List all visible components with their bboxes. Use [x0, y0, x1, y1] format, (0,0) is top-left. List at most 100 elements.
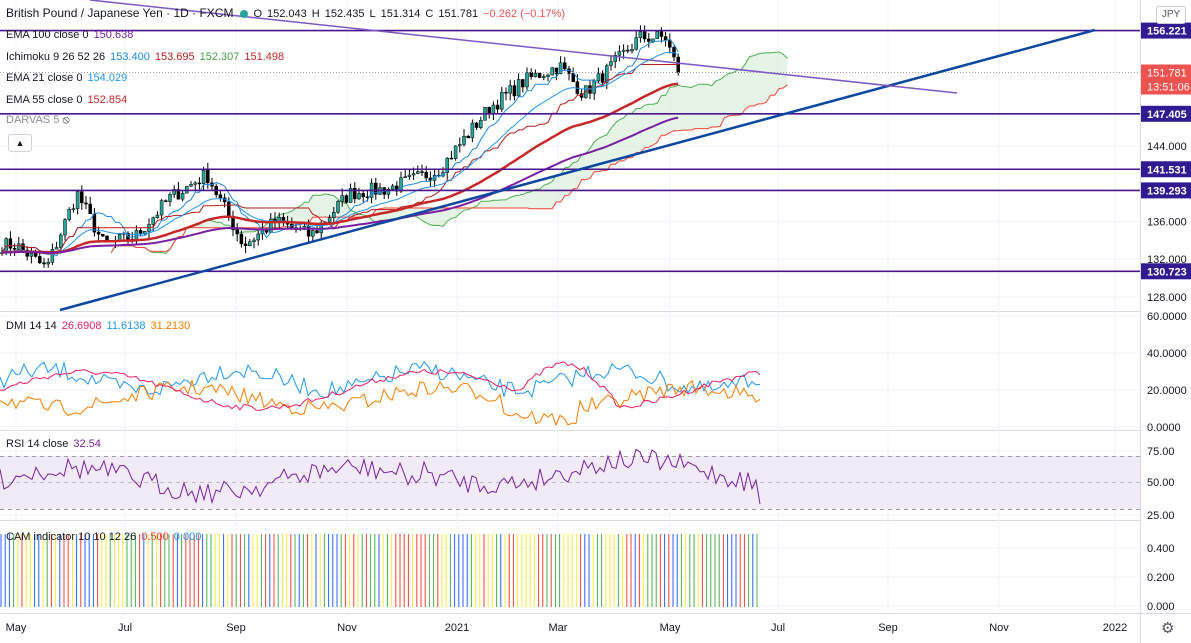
currency-button[interactable]: JPY: [1156, 6, 1186, 24]
level-label-bg: [1141, 161, 1191, 178]
candle-body: [92, 213, 97, 233]
symbol-title[interactable]: British Pound / Japanese Yen · 1D · FXCM: [6, 6, 234, 20]
cam-bars: [0, 534, 758, 607]
candle-body: [80, 191, 84, 204]
level-label-bg: [1141, 105, 1191, 122]
candle-body: [46, 262, 50, 265]
candle-body: [84, 202, 88, 205]
candle-body: [164, 200, 168, 202]
tenkan-line: [1, 38, 679, 257]
candle-body: [75, 191, 80, 209]
candle-body: [386, 188, 391, 195]
candle-body: [533, 72, 538, 77]
candle-body: [172, 189, 176, 195]
candle-body: [537, 72, 542, 78]
candle-body: [54, 247, 59, 250]
moving-averages: [1, 38, 679, 257]
level-label: 139.293: [1147, 185, 1187, 197]
candle-body: [407, 174, 412, 177]
candle-body: [63, 219, 67, 236]
rsi-line: [0, 448, 761, 505]
level-label-bg: [1141, 263, 1191, 280]
candle-body: [151, 217, 155, 225]
candle-body: [357, 193, 361, 200]
candle-body: [227, 201, 231, 217]
cam-tick: 0.200: [1147, 572, 1175, 584]
candle-body: [563, 62, 567, 70]
time-axis-label: Mar: [549, 622, 568, 634]
level-label: 130.723: [1147, 266, 1187, 278]
dmi-tick: 40.0000: [1147, 348, 1187, 360]
time-axis-label: Jul: [118, 622, 132, 634]
candle-body: [630, 48, 634, 52]
ema100-legend[interactable]: EMA 100 close 0 150.638: [6, 29, 134, 41]
ema55-legend[interactable]: EMA 55 close 0 152.854: [6, 94, 128, 106]
candle-body: [96, 231, 101, 235]
rsi-legend[interactable]: RSI 14 close 32.54: [6, 438, 101, 450]
candle-body: [617, 51, 622, 56]
cam-tick: 0.400: [1147, 543, 1175, 555]
candle-body: [67, 209, 71, 220]
candle-body: [655, 31, 659, 40]
candle-body: [239, 233, 244, 245]
candle-body: [33, 252, 38, 257]
axes: May Jul Sep Nov 2021 Mar May Jul Sep Nov 2022 128.0…: [6, 22, 1191, 634]
candle-body: [206, 169, 210, 184]
candle-body: [626, 49, 630, 52]
candle-body: [420, 171, 424, 173]
main-legend: British Pound / Japanese Yen · 1D · FXCM…: [6, 6, 570, 21]
candle-body: [529, 72, 533, 77]
candle-body: [155, 214, 160, 218]
candle-body: [193, 182, 197, 185]
ema21-legend[interactable]: EMA 21 close 0 154.029: [6, 72, 128, 84]
candle-body: [25, 249, 29, 257]
rsi-line: [0, 448, 761, 505]
candle-body: [647, 38, 651, 42]
gear-icon[interactable]: ⚙: [1161, 620, 1175, 637]
ohlc-close: C 151.781: [425, 8, 479, 20]
candle-body: [340, 195, 344, 202]
rsi-band: [0, 456, 1140, 510]
price-tick: 144.000: [1147, 141, 1187, 153]
candle-body: [21, 243, 25, 251]
time-axis-label: 2022: [1103, 622, 1127, 634]
price-tick: 128.000: [1147, 292, 1187, 304]
candle-body: [659, 31, 664, 37]
candle-body: [390, 185, 395, 190]
candle-body: [315, 230, 319, 234]
candle-body: [462, 136, 466, 145]
candle-body: [101, 233, 105, 237]
price-tick: 136.000: [1147, 216, 1187, 228]
candle-body: [592, 80, 596, 94]
candle-body: [613, 55, 617, 62]
di-plus-line: [0, 360, 761, 399]
candle-body: [218, 194, 223, 199]
cloud-fill: [111, 52, 788, 254]
dmi-lines: [0, 360, 761, 427]
cam-legend[interactable]: CAM indicator 10 10 12 26 0.500 0.000: [6, 531, 202, 543]
candle-body: [621, 49, 626, 52]
candle-body: [59, 234, 63, 248]
candle-body: [491, 104, 496, 115]
dmi-legend[interactable]: DMI 14 14 26.6908 11.6138 31.2130: [6, 320, 191, 332]
chevron-up-icon: ▲: [15, 138, 25, 148]
countdown-label: 13:51:06: [1147, 81, 1190, 93]
candle-body: [634, 37, 638, 50]
level-label: 141.531: [1147, 164, 1187, 176]
last-price-bg: [1141, 64, 1191, 95]
candle-body: [411, 173, 416, 176]
candle-body: [516, 79, 521, 97]
candle-body: [525, 72, 529, 88]
candle-body: [508, 85, 512, 94]
ichimoku-legend[interactable]: Ichimoku 9 26 52 26 153.400 153.695 152.307…: [6, 51, 285, 63]
candle-body: [605, 65, 609, 83]
candle-body: [176, 189, 181, 200]
candle-body: [197, 182, 202, 185]
collapse-legend-button[interactable]: ▲: [8, 134, 32, 152]
candle-body: [327, 217, 332, 223]
hidden-eye-icon[interactable]: ⦸: [62, 114, 70, 126]
di-minus-line: [0, 378, 761, 427]
darvas-legend[interactable]: DARVAS 5 ⦸: [6, 114, 70, 126]
candle-body: [361, 193, 365, 198]
candle-body: [138, 230, 143, 234]
